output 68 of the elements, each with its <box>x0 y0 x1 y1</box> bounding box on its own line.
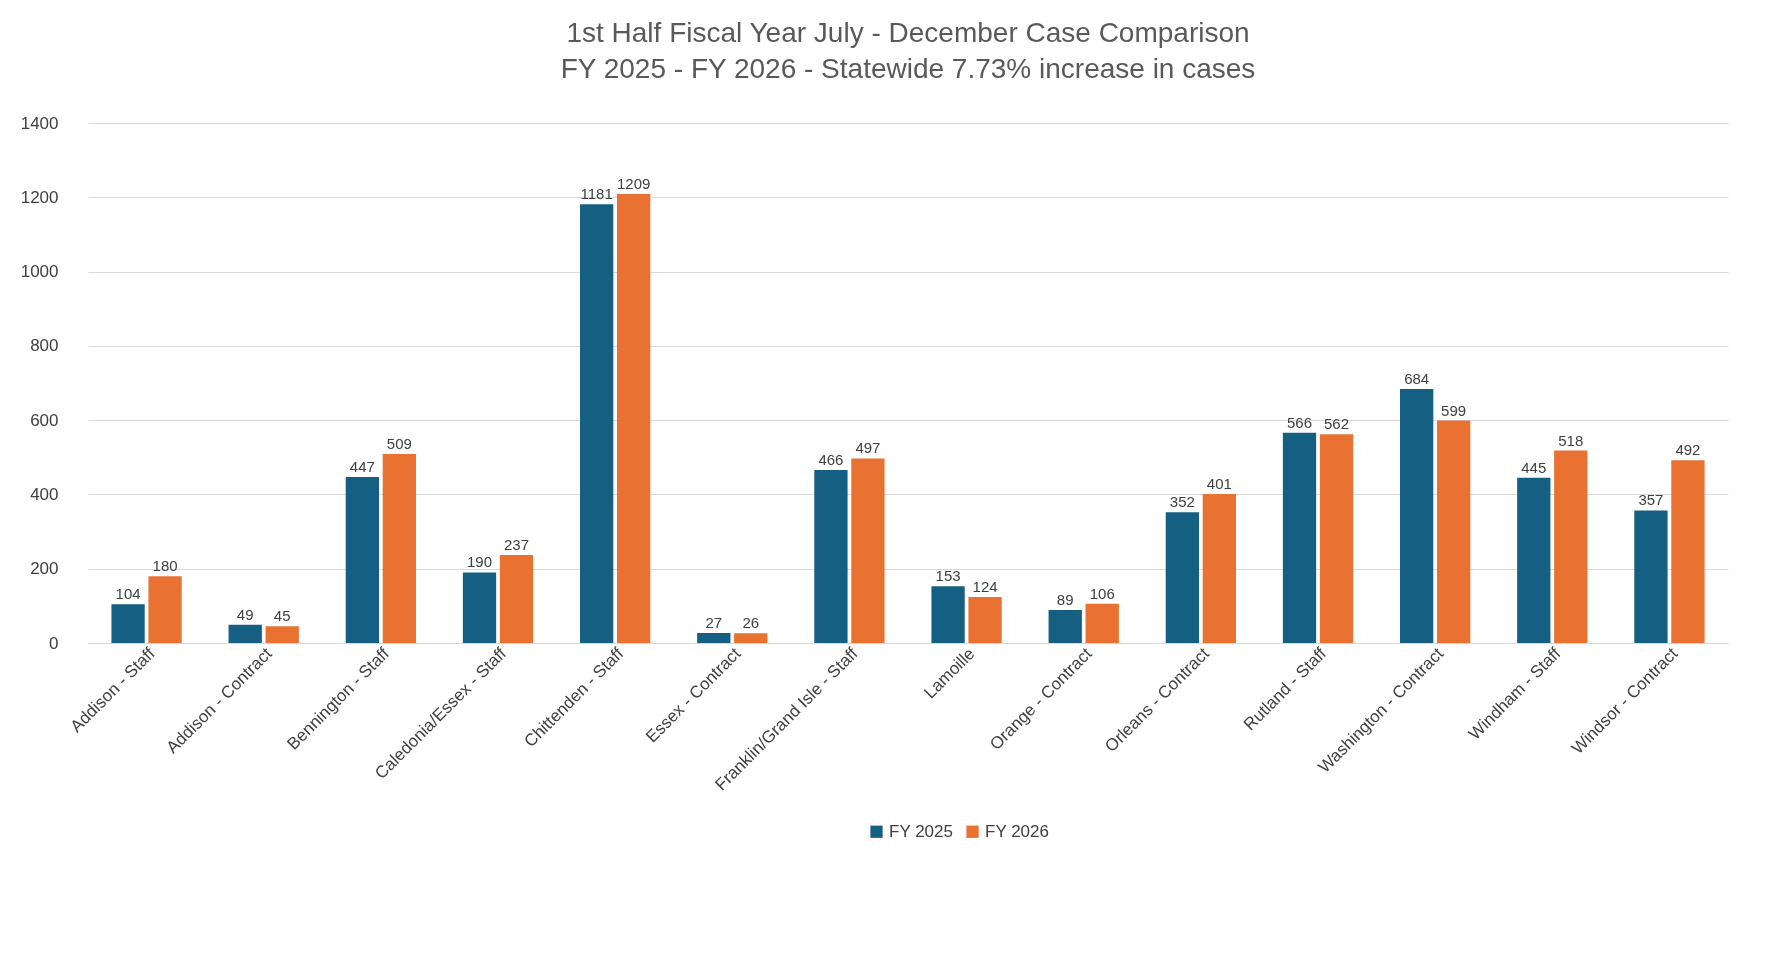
data-label: 566 <box>1286 413 1313 431</box>
data-label: 190 <box>466 553 493 571</box>
bar <box>968 596 1002 643</box>
data-label: 106 <box>1089 584 1115 602</box>
bar <box>462 572 497 643</box>
data-label: 89 <box>1056 590 1074 608</box>
data-label: 153 <box>935 567 961 585</box>
data-label: 180 <box>152 557 178 575</box>
bar <box>1671 460 1705 643</box>
data-label: 49 <box>236 605 254 623</box>
legend-label: FY 2026 <box>985 821 1049 841</box>
y-tick-label: 400 <box>30 484 59 504</box>
data-label: 1181 <box>580 185 613 203</box>
bar <box>382 453 416 643</box>
data-label: 1209 <box>616 174 651 192</box>
legend-label: FY 2025 <box>889 821 953 841</box>
y-tick-label: 800 <box>30 336 59 356</box>
chart-title: 1st Half Fiscal Year July - December Case Comparison <box>566 17 1250 48</box>
data-label: 401 <box>1206 475 1232 493</box>
bar <box>931 586 965 643</box>
bar <box>1400 388 1434 643</box>
data-label: 104 <box>115 585 141 603</box>
data-label: 466 <box>818 450 844 468</box>
y-tick-label: 600 <box>30 410 59 430</box>
bar <box>228 624 262 643</box>
y-tick-label: 1200 <box>20 187 59 207</box>
bar <box>499 554 534 643</box>
bar <box>1048 609 1082 643</box>
bar <box>1282 432 1317 643</box>
bar <box>1202 494 1236 643</box>
data-label: 357 <box>1638 491 1664 509</box>
bar <box>1436 420 1471 643</box>
bar <box>616 193 651 643</box>
data-label: 45 <box>273 607 291 625</box>
data-label: 124 <box>972 577 998 595</box>
data-label: 497 <box>855 439 881 457</box>
y-tick-label: 1000 <box>20 262 59 282</box>
bar <box>111 604 145 643</box>
data-label: 445 <box>1521 458 1547 476</box>
bar <box>1319 434 1354 643</box>
data-label: 237 <box>503 535 530 553</box>
data-label: 27 <box>705 613 723 631</box>
bar <box>734 633 768 643</box>
data-label: 352 <box>1169 493 1195 511</box>
bar <box>345 476 380 643</box>
data-label: 684 <box>1404 369 1430 387</box>
bar <box>1634 510 1668 643</box>
data-label: 599 <box>1441 401 1467 419</box>
bar <box>1517 477 1551 643</box>
bar <box>1165 512 1200 643</box>
bar <box>1085 603 1119 643</box>
data-label: 562 <box>1323 415 1350 433</box>
bar <box>148 576 182 643</box>
data-label: 26 <box>742 614 760 632</box>
bar <box>265 626 299 643</box>
data-label: 492 <box>1675 441 1701 459</box>
data-label: 509 <box>386 434 412 452</box>
chart-subtitle: FY 2025 - FY 2026 - Statewide 7.73% increase in cases <box>560 53 1256 84</box>
bar <box>814 469 848 643</box>
bar <box>851 458 885 643</box>
bar <box>580 204 614 643</box>
y-tick-label: 200 <box>30 559 59 579</box>
y-tick-label: 1400 <box>20 113 59 133</box>
y-tick-label: 0 <box>49 633 59 653</box>
data-label: 518 <box>1558 431 1584 449</box>
bar <box>697 632 731 643</box>
bar <box>1554 450 1588 643</box>
data-label: 447 <box>349 457 375 475</box>
